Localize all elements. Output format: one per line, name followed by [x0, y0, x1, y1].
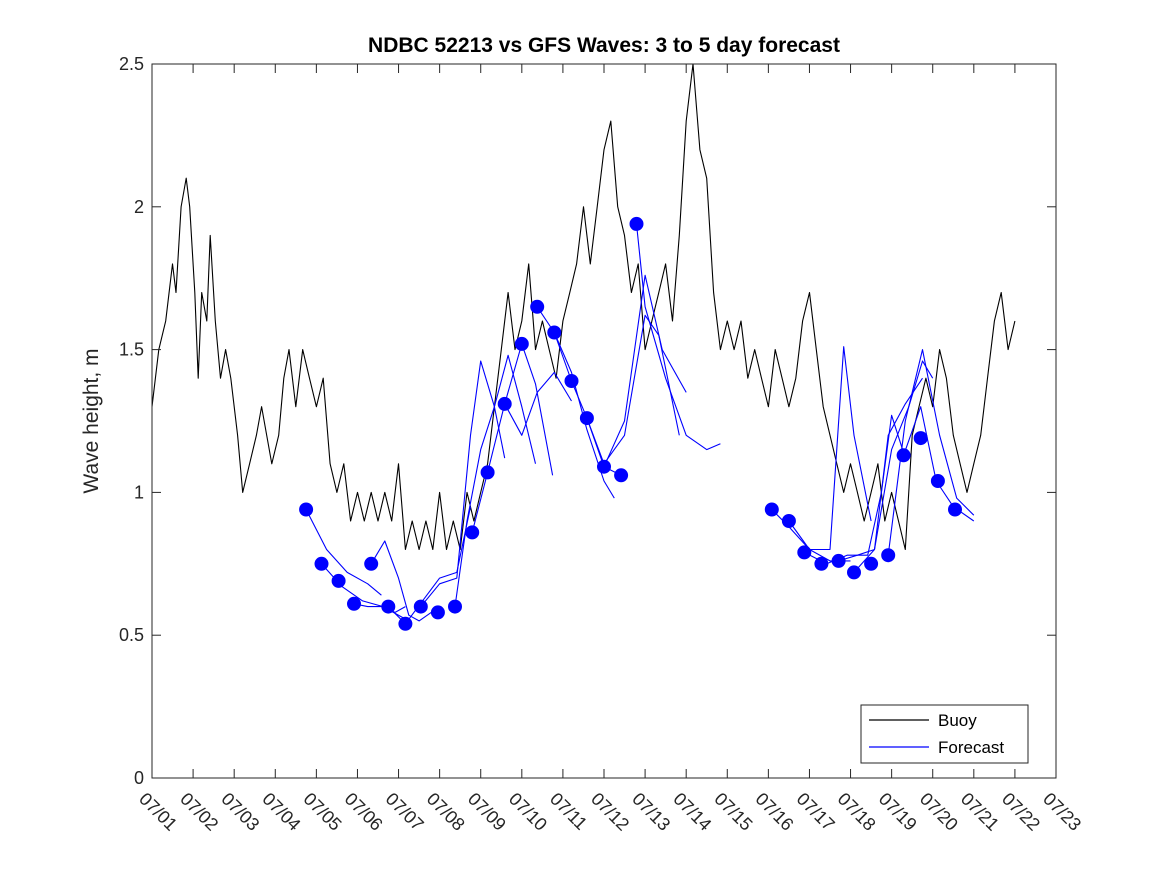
forecast-point-30 [913, 431, 928, 446]
forecast-run-line-17 [838, 377, 923, 562]
legend-forecast-label: Forecast [938, 738, 1004, 757]
y-tick-label-1: 0.5 [119, 625, 144, 645]
forecast-point-14 [530, 299, 545, 314]
forecast-point-11 [480, 465, 495, 480]
forecast-run-line-11 [586, 314, 680, 465]
forecast-point-16 [564, 374, 579, 388]
forecast-point-27 [864, 556, 879, 571]
forecast-point-20 [629, 216, 644, 231]
forecast-point-18 [597, 459, 611, 474]
forecast-point-22 [781, 514, 796, 528]
forecast-point-7 [413, 599, 428, 614]
forecast-point-32 [948, 502, 962, 517]
y-axis-label: Wave height, m [80, 348, 103, 493]
forecast-point-6 [398, 616, 413, 631]
forecast-point-29 [896, 448, 911, 463]
forecast-point-26 [847, 565, 861, 580]
forecast-point-24 [814, 556, 829, 571]
forecast-run-line-13 [635, 223, 721, 451]
forecast-point-31 [930, 474, 945, 488]
forecast-point-15 [547, 325, 562, 340]
legend-box [860, 704, 1029, 764]
forecast-run-line-12 [603, 274, 687, 467]
forecast-run-line-7 [471, 343, 554, 533]
y-tick-label-2: 1 [134, 482, 144, 502]
y-tick-label-4: 2 [134, 197, 144, 217]
forecast-run-line-10 [553, 332, 615, 499]
plot-background [152, 64, 1056, 778]
forecast-point-23 [797, 545, 812, 560]
forecast-point-1 [314, 556, 329, 571]
forecast-point-13 [514, 336, 529, 351]
forecast-point-4 [364, 556, 379, 571]
forecast-point-17 [579, 411, 594, 426]
forecast-point-28 [881, 548, 896, 563]
forecast-point-8 [430, 605, 445, 620]
forecast-run-line-15 [788, 346, 872, 551]
forecast-point-19 [614, 468, 629, 483]
forecast-point-3 [347, 596, 361, 611]
y-tick-label-3: 1.5 [119, 340, 144, 360]
forecast-point-10 [465, 525, 480, 540]
forecast-point-2 [331, 573, 346, 588]
forecast-point-0 [299, 502, 314, 517]
forecast-point-9 [448, 599, 462, 614]
y-tick-label-5: 2.5 [119, 54, 144, 74]
plot-area: 00.511.522.507/0107/0207/0307/0407/0507/… [119, 54, 1085, 835]
forecast-point-5 [381, 599, 396, 614]
legend-buoy-label: Buoy [938, 711, 977, 730]
forecast-run-line-19 [887, 349, 975, 556]
forecast-run-line-8 [504, 371, 572, 436]
forecast-point-21 [764, 502, 779, 517]
chart-title: NDBC 52213 vs GFS Waves: 3 to 5 day fore… [368, 34, 840, 57]
legend: Buoy Forecast [860, 704, 1029, 764]
forecast-run-line-6 [454, 354, 537, 607]
forecast-run-line-0 [305, 509, 382, 596]
forecast-run-line-3 [370, 540, 440, 622]
forecast-point-12 [497, 396, 512, 411]
forecast-point-25 [831, 553, 846, 568]
y-tick-label-0: 0 [134, 768, 144, 788]
buoy-series-line [152, 64, 1016, 551]
forecast-run-line-18 [853, 360, 934, 573]
